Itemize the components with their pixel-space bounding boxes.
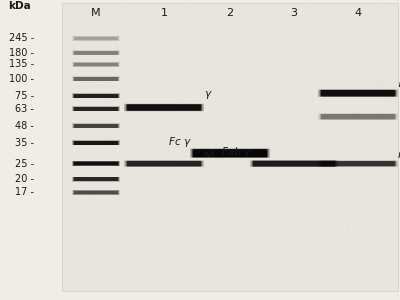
FancyBboxPatch shape [74, 51, 118, 55]
FancyBboxPatch shape [124, 104, 204, 111]
Text: 135 -: 135 - [9, 59, 34, 70]
Text: 48 -: 48 - [15, 121, 34, 131]
FancyBboxPatch shape [72, 140, 120, 145]
Text: κλ: κλ [204, 149, 216, 159]
FancyBboxPatch shape [74, 190, 118, 194]
Text: 3: 3 [290, 8, 298, 19]
FancyBboxPatch shape [73, 76, 119, 81]
FancyBboxPatch shape [252, 160, 336, 167]
FancyBboxPatch shape [318, 160, 398, 167]
FancyBboxPatch shape [73, 107, 119, 111]
FancyBboxPatch shape [127, 161, 201, 166]
FancyBboxPatch shape [190, 148, 270, 158]
FancyBboxPatch shape [72, 177, 120, 182]
FancyBboxPatch shape [126, 104, 202, 111]
FancyBboxPatch shape [318, 89, 398, 97]
FancyBboxPatch shape [72, 36, 120, 41]
FancyBboxPatch shape [74, 77, 118, 81]
FancyBboxPatch shape [74, 63, 118, 66]
FancyBboxPatch shape [72, 93, 120, 98]
Text: 20 -: 20 - [15, 174, 34, 184]
FancyBboxPatch shape [73, 141, 119, 145]
FancyBboxPatch shape [318, 113, 398, 120]
Text: 75 -: 75 - [15, 91, 34, 101]
FancyBboxPatch shape [193, 149, 267, 157]
FancyBboxPatch shape [321, 90, 395, 96]
FancyBboxPatch shape [321, 114, 395, 119]
FancyBboxPatch shape [192, 149, 268, 158]
FancyBboxPatch shape [320, 114, 396, 120]
FancyBboxPatch shape [74, 141, 118, 145]
Text: 2: 2 [226, 8, 234, 19]
FancyBboxPatch shape [320, 161, 396, 167]
Text: 17 -: 17 - [15, 187, 34, 197]
FancyBboxPatch shape [74, 162, 118, 165]
FancyBboxPatch shape [321, 161, 395, 166]
Text: 35 -: 35 - [15, 138, 34, 148]
FancyBboxPatch shape [73, 94, 119, 98]
FancyBboxPatch shape [74, 178, 118, 181]
FancyBboxPatch shape [74, 107, 118, 111]
Text: κλ: κλ [398, 150, 400, 160]
Text: 180 -: 180 - [9, 48, 34, 58]
FancyBboxPatch shape [72, 76, 120, 81]
FancyBboxPatch shape [73, 161, 119, 166]
Bar [62, 3, 398, 291]
Text: 100 -: 100 - [9, 74, 34, 84]
FancyBboxPatch shape [124, 160, 204, 167]
Text: kDa: kDa [8, 1, 31, 11]
FancyBboxPatch shape [73, 190, 119, 194]
FancyBboxPatch shape [72, 190, 120, 195]
Text: 25 -: 25 - [15, 159, 34, 169]
FancyBboxPatch shape [73, 36, 119, 40]
FancyBboxPatch shape [72, 50, 120, 55]
FancyBboxPatch shape [72, 62, 120, 67]
Text: Fc γ: Fc γ [169, 137, 190, 147]
FancyBboxPatch shape [72, 161, 120, 166]
Text: M: M [91, 8, 101, 19]
FancyBboxPatch shape [74, 94, 118, 98]
FancyBboxPatch shape [250, 160, 338, 167]
FancyBboxPatch shape [73, 50, 119, 55]
FancyBboxPatch shape [73, 177, 119, 182]
FancyBboxPatch shape [74, 37, 118, 40]
Text: 63 -: 63 - [15, 104, 34, 114]
FancyBboxPatch shape [320, 90, 396, 97]
FancyBboxPatch shape [72, 123, 120, 128]
FancyBboxPatch shape [72, 106, 120, 111]
FancyBboxPatch shape [127, 104, 201, 111]
Text: 4: 4 [354, 8, 362, 19]
FancyBboxPatch shape [73, 124, 119, 128]
Text: 245 -: 245 - [9, 33, 34, 43]
FancyBboxPatch shape [126, 161, 202, 167]
Text: Fab γ: Fab γ [222, 147, 250, 157]
Text: μ: μ [398, 77, 400, 87]
Text: 1: 1 [160, 8, 168, 19]
FancyBboxPatch shape [74, 124, 118, 128]
FancyBboxPatch shape [73, 62, 119, 67]
FancyBboxPatch shape [253, 161, 335, 167]
Text: γ: γ [204, 89, 210, 99]
